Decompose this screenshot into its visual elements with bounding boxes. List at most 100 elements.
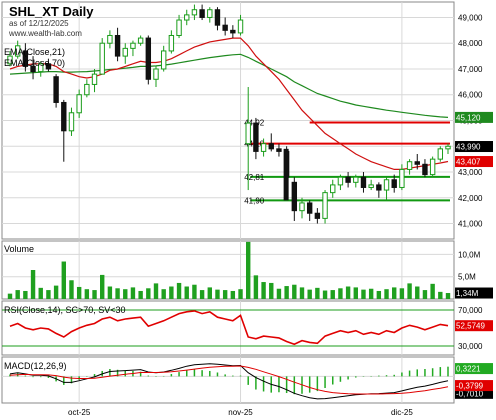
price-tick-label: 49,000 [458, 13, 483, 22]
volume-bar [176, 282, 182, 299]
candle-body [268, 143, 274, 150]
candle-body [107, 34, 113, 44]
price-value-tag: 43,990 [456, 143, 481, 152]
volume-bar [107, 286, 113, 299]
volume-bar [69, 280, 74, 299]
candle-body [283, 150, 290, 178]
candle-body [99, 42, 105, 75]
candle-body [199, 9, 205, 18]
volume-bar [222, 290, 228, 299]
candle-body [245, 122, 251, 145]
macd-value-tag-bg [455, 363, 493, 375]
candle-body [53, 76, 59, 103]
legend-ema21: EMA(Close,21) [4, 47, 65, 57]
volume-tick-label: 5,0M [458, 273, 476, 282]
volume-bar [407, 283, 412, 299]
candle-body [176, 19, 182, 36]
candle-body [160, 50, 167, 70]
candle-body [291, 181, 298, 212]
price-tick-label: 46,000 [458, 91, 483, 100]
volume-bar [376, 290, 382, 299]
volume-bar [292, 284, 297, 299]
volume-bar [30, 270, 36, 299]
candle-body [122, 47, 128, 57]
volume-bar [392, 287, 397, 299]
candle-body [237, 19, 244, 34]
candle-body [30, 65, 36, 73]
candle-body [353, 176, 359, 183]
candle-body [130, 42, 136, 49]
volume-bar [430, 283, 435, 299]
price-value-tag-bg [455, 141, 493, 153]
candle-body [399, 168, 405, 188]
as-of-date: as of 12/12/2025 [9, 19, 69, 28]
volume-bar [146, 288, 151, 299]
volume-bar [184, 286, 189, 299]
volume-bar [207, 287, 212, 299]
rsi-tick-label: 30,000 [458, 342, 483, 351]
macd-value-tag-bg [455, 387, 493, 399]
site-credit: www.wealth-lab.com [8, 29, 82, 38]
price-value-tag-bg [455, 111, 493, 123]
candle-body [14, 45, 21, 57]
macd-value-tag: -0,7010 [456, 389, 484, 398]
candle-body [222, 24, 228, 31]
candle-body [445, 145, 451, 150]
volume-bar [123, 289, 128, 299]
candle-body [391, 179, 397, 188]
candle-body [437, 148, 444, 160]
volume-bar [76, 286, 82, 299]
candle-body [207, 9, 213, 18]
volume-bar [115, 288, 120, 299]
volume-value-tag: 1,34M [456, 289, 479, 298]
candle-body [406, 161, 413, 170]
candle-body [299, 202, 305, 212]
volume-bar [161, 289, 166, 299]
x-tick-label: oct-25 [68, 408, 91, 417]
volume-bar [169, 286, 174, 299]
volume-bar [100, 274, 105, 299]
volume-bar [84, 289, 90, 299]
volume-bar [215, 289, 220, 299]
volume-bar [138, 290, 143, 299]
volume-bar [53, 285, 59, 299]
candle-body [345, 176, 351, 183]
ema21-line [9, 37, 449, 170]
volume-bar [445, 293, 451, 299]
candle-body [45, 63, 52, 70]
volume-bar [299, 287, 305, 299]
rsi-title: RSI(Close,14), SC>70, SV<30 [4, 305, 126, 315]
volume-bar [345, 286, 351, 299]
macd-panel [1, 356, 455, 404]
volume-bar [315, 287, 320, 299]
candle-body [376, 184, 382, 191]
volume-bar [153, 283, 159, 299]
volume-bar [415, 286, 420, 299]
volume-bar [130, 287, 136, 299]
candle-body [306, 202, 313, 214]
volume-bar [422, 290, 428, 299]
volume-bar [38, 287, 43, 299]
volume-bar [23, 290, 28, 299]
candle-body [7, 55, 13, 65]
candle-body [422, 163, 428, 176]
macd-title: MACD(12,26,9) [4, 361, 67, 371]
candle-body [253, 122, 259, 152]
volume-bar [438, 291, 443, 299]
level-label: 41,90 [244, 196, 265, 205]
rsi-value-tag-bg [455, 320, 493, 332]
candle-body [414, 161, 420, 165]
candle-body [191, 9, 198, 16]
price-tick-label: 43,000 [458, 168, 483, 177]
candle-body [314, 212, 321, 219]
candle-body [61, 101, 67, 132]
macd-value-tag: -0,3799 [456, 382, 484, 391]
candle-body [230, 29, 236, 34]
chart-title: SHL_XT Daily [9, 4, 94, 19]
volume-bar [199, 290, 205, 299]
candle-body [91, 73, 98, 85]
volume-tick-label: 10,0M [458, 250, 481, 259]
rsi-value-tag: 52,5749 [456, 322, 485, 331]
volume-bar [269, 282, 274, 299]
volume-bar [238, 289, 243, 299]
